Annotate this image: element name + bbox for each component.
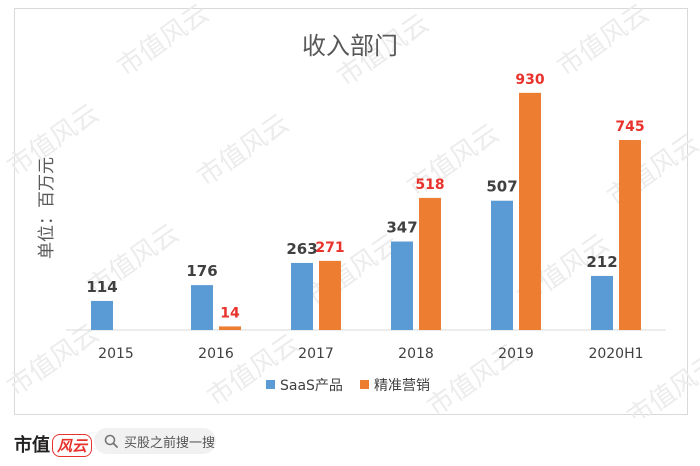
bar-saas [291,262,313,330]
brand-mark: 风云 [52,434,93,457]
chart-title: 收入部门 [302,32,398,60]
bar-saas [91,300,113,330]
bar-saas [391,241,413,330]
data-label: 347 [386,219,417,237]
bar-marketing [519,92,541,330]
data-label: 507 [486,178,517,196]
x-tick-label: 2018 [398,346,434,362]
data-label: 114 [86,278,117,296]
brand-logo[interactable]: 市值 风云 [14,431,93,457]
x-tick-label: 2016 [198,346,234,362]
data-label: 271 [315,240,344,256]
search-placeholder: 买股之前搜一搜 [124,435,216,451]
x-tick-label: 2015 [98,346,134,362]
data-label: 176 [186,262,217,280]
data-label: 930 [515,72,544,88]
legend-label: 精准营销 [374,378,430,394]
legend-label: SaaS产品 [280,378,343,394]
bar-saas [491,200,513,330]
x-tick-label: 2019 [498,346,534,362]
brand-text: 市值 [14,435,50,456]
bar-saas [191,285,213,330]
chart-card [14,8,688,415]
bar-marketing [619,140,641,330]
bar-marketing [319,260,341,330]
footer-bar: 市值 风云 买股之前搜一搜 [0,418,700,466]
data-label: 745 [615,119,644,135]
y-axis-label: 单位：百万元 [37,157,57,259]
x-tick-label: 2020H1 [588,346,643,362]
legend-swatch [266,380,275,389]
search-icon [104,434,118,448]
legend-swatch [360,380,369,389]
bar-marketing [419,197,441,330]
data-label: 263 [286,240,317,258]
data-label: 212 [586,253,617,271]
data-label: 518 [415,177,444,193]
bar-saas [591,275,613,330]
data-label: 14 [220,305,240,321]
search-box[interactable]: 买股之前搜一搜 [94,428,216,454]
x-tick-label: 2017 [298,346,334,362]
bar-marketing [219,326,241,330]
